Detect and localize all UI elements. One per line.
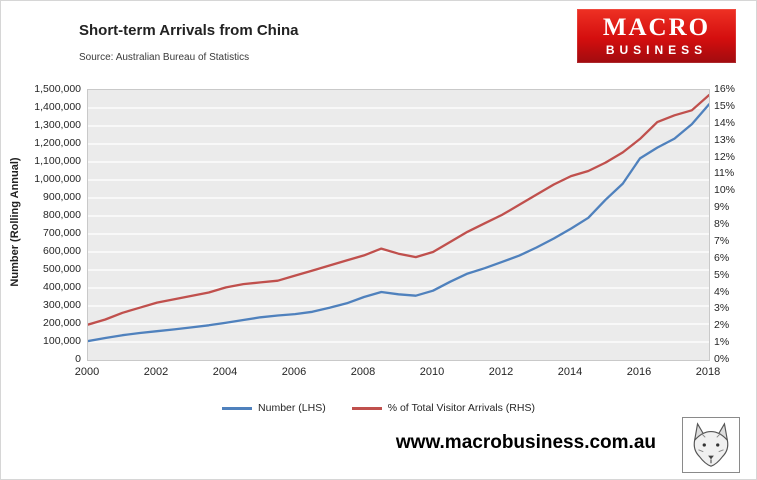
x-axis-tick-label: 2004 xyxy=(212,366,238,378)
right-axis-tick-label: 13% xyxy=(714,133,736,146)
left-axis-tick-label: 600,000 xyxy=(43,245,81,257)
left-axis-tick-label: 1,400,000 xyxy=(34,101,81,113)
right-axis-tick-label: 1% xyxy=(714,336,730,349)
series-percent-line xyxy=(88,93,709,326)
left-axis-tick-label: 900,000 xyxy=(43,191,81,203)
line-chart-svg xyxy=(88,93,709,343)
left-axis-tick-label: 400,000 xyxy=(43,281,81,293)
right-axis-tick-label: 6% xyxy=(714,251,730,264)
x-axis-tick-label: 2014 xyxy=(557,366,583,378)
left-axis-tick-label: 1,500,000 xyxy=(34,83,81,95)
legend-line-swatch xyxy=(222,406,253,410)
left-axis-tick-label: 1,300,000 xyxy=(34,119,81,131)
right-axis-tick-label: 2% xyxy=(714,319,730,332)
legend-label: Number (LHS) xyxy=(258,402,326,414)
right-axis-tick-label: 5% xyxy=(714,268,730,281)
left-axis-tick-label: 0 xyxy=(75,353,81,365)
right-axis-tick-label: 0% xyxy=(714,353,730,365)
chart-title: Short-term Arrivals from China xyxy=(79,22,299,39)
x-axis-tick-label: 2016 xyxy=(626,366,652,378)
x-axis-tick-label: 2018 xyxy=(695,366,721,378)
x-axis-tick-label: 2012 xyxy=(488,366,514,378)
series-number-line xyxy=(88,103,709,343)
logo-text-business: BUSINESS xyxy=(605,43,708,57)
chart-source: Source: Australian Bureau of Statistics xyxy=(79,52,250,63)
wolf-logo-icon xyxy=(682,417,740,473)
legend-line-swatch xyxy=(351,406,382,410)
right-axis-tick-label: 3% xyxy=(714,302,730,315)
left-axis-tick-label: 300,000 xyxy=(43,299,81,311)
x-axis-tick-label: 2002 xyxy=(143,366,169,378)
x-axis-tick-label: 2008 xyxy=(350,366,376,378)
website-url: www.macrobusiness.com.au xyxy=(395,432,656,453)
left-axis-tick-label: 1,000,000 xyxy=(34,173,81,185)
left-axis-tick-label: 200,000 xyxy=(43,317,81,329)
x-axis-tick-label: 2000 xyxy=(74,366,100,378)
x-axis-tick-label: 2006 xyxy=(281,366,307,378)
left-axis-tick-label: 1,100,000 xyxy=(34,155,81,167)
left-axis-tick-label: 500,000 xyxy=(43,263,81,275)
plot-area xyxy=(87,89,710,361)
macrobusiness-logo: MACRO BUSINESS xyxy=(577,9,736,63)
right-axis-tick-label: 12% xyxy=(714,150,736,163)
right-axis-tick-label: 16% xyxy=(714,83,736,95)
right-axis-tick-label: 14% xyxy=(714,116,736,129)
left-axis-tick-label: 700,000 xyxy=(43,227,81,239)
legend-label: % of Total Visitor Arrivals (RHS) xyxy=(387,402,535,414)
right-axis-tick-label: 9% xyxy=(714,201,730,214)
legend-item: Number (LHS) xyxy=(222,402,326,414)
right-axis-tick-label: 7% xyxy=(714,234,730,247)
wolf-drawing xyxy=(693,422,729,467)
x-axis-tick-label: 2010 xyxy=(419,366,445,378)
right-axis-tick-label: 11% xyxy=(714,167,735,180)
left-axis-tick-label: 100,000 xyxy=(43,335,81,347)
legend-item: % of Total Visitor Arrivals (RHS) xyxy=(351,402,535,414)
legend: Number (LHS) % of Total Visitor Arrivals … xyxy=(1,402,756,414)
right-axis-tick-label: 8% xyxy=(714,218,730,230)
left-axis-tick-label: 800,000 xyxy=(43,209,81,221)
right-axis-tick-label: 15% xyxy=(714,99,736,112)
logo-text-macro: MACRO xyxy=(602,14,711,41)
left-axis-tick-label: 1,200,000 xyxy=(34,137,81,149)
right-axis-tick-label: 4% xyxy=(714,285,730,298)
right-axis-tick-label: 10% xyxy=(714,184,736,197)
